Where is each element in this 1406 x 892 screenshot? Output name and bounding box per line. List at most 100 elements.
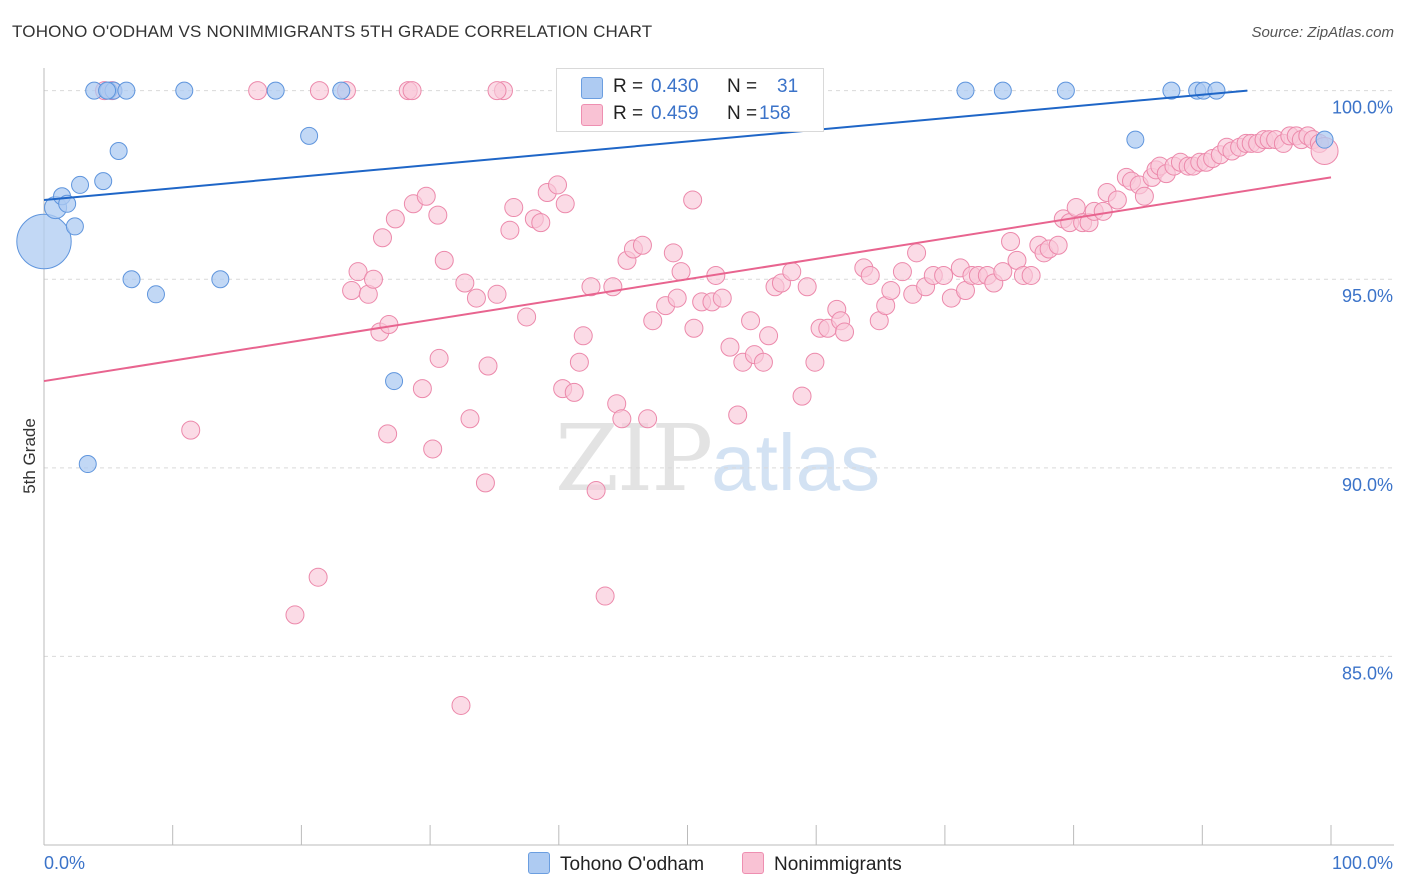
nonimmigrants-point: [181, 420, 201, 440]
legend-n-label: N =: [727, 103, 758, 124]
tohono-point: [1056, 81, 1075, 100]
legend-n-label: N =: [727, 76, 758, 97]
nonimmigrants-point: [881, 281, 901, 301]
nonimmigrants-point: [500, 220, 520, 240]
nonimmigrants-point: [412, 379, 432, 399]
nonimmigrants-point: [892, 262, 912, 282]
axes: [43, 68, 1394, 846]
nonimmigrants-point: [348, 262, 368, 282]
tohono-trend-line: [43, 89, 1248, 202]
nonimmigrants-point: [792, 386, 812, 406]
nonimmigrants-point: [741, 311, 761, 331]
nonimmigrants-point: [603, 277, 623, 297]
y-tick-labels: 100.0% 95.0% 90.0% 85.0%: [1332, 98, 1393, 684]
nonimmigrants-point: [934, 265, 954, 285]
y-tick-label: 85.0%: [1342, 663, 1393, 683]
nonimmigrants-point: [285, 605, 305, 625]
nonimmigrants-point: [753, 352, 773, 372]
nonimmigrants-point: [378, 424, 398, 444]
tohono-point: [65, 217, 84, 236]
nonimmigrants-point: [451, 695, 471, 715]
nonimmigrants-points: [94, 81, 1339, 715]
y-tick-label: 90.0%: [1342, 475, 1393, 495]
tohono-point: [993, 81, 1012, 100]
nonimmigrants-point: [712, 288, 732, 308]
tohono-point: [98, 81, 117, 100]
legend-swatch-tohono: [581, 77, 603, 99]
tohono-point: [94, 172, 113, 191]
stats-legend: R = 0.430 N = 31 R = 0.459 N = 158: [556, 68, 824, 132]
legend-r-label: R =: [613, 103, 644, 124]
nonimmigrants-point: [663, 243, 683, 263]
nonimmigrants-point: [612, 409, 632, 429]
legend-r-value: 0.459: [651, 103, 699, 124]
legend-item-tohono[interactable]: Tohono O'odham: [528, 852, 704, 876]
tohono-point: [71, 175, 90, 194]
tohono-point: [1126, 130, 1145, 149]
x-tick-label: 0.0%: [44, 853, 85, 873]
nonimmigrants-point: [759, 326, 779, 346]
nonimmigrants-point: [416, 186, 436, 206]
tohono-point: [1162, 81, 1181, 100]
tohono-point: [16, 213, 72, 270]
tohono-point: [78, 455, 97, 474]
legend-n-value: 158: [759, 103, 791, 124]
nonimmigrants-point: [595, 586, 615, 606]
nonimmigrants-point: [632, 235, 652, 255]
legend-item-nonimmigrants[interactable]: Nonimmigrants: [742, 852, 902, 876]
nonimmigrants-point: [363, 269, 383, 289]
trend-lines: [43, 89, 1332, 383]
nonimmigrants-point: [385, 209, 405, 229]
nonimmigrants-point: [555, 194, 575, 214]
nonimmigrants-point: [1048, 235, 1068, 255]
nonimmigrants-point: [504, 198, 524, 218]
tohono-point: [175, 81, 194, 100]
nonimmigrants-point: [860, 265, 880, 285]
legend-label-nonimmigrants: Nonimmigrants: [774, 854, 902, 875]
nonimmigrants-point: [372, 228, 392, 248]
nonimmigrants-point: [478, 356, 498, 376]
nonimmigrants-point: [720, 337, 740, 357]
source-label: Source: ZipAtlas.com: [1251, 24, 1394, 41]
nonimmigrants-point: [423, 439, 443, 459]
nonimmigrants-point: [434, 250, 454, 270]
nonimmigrants-point: [455, 273, 475, 293]
watermark-zip: ZIP: [555, 405, 713, 512]
nonimmigrants-point: [581, 277, 601, 297]
nonimmigrants-point: [684, 318, 704, 338]
nonimmigrants-point: [569, 352, 589, 372]
nonimmigrants-point: [460, 409, 480, 429]
nonimmigrants-point: [1134, 186, 1154, 206]
legend-swatch-tohono: [528, 852, 550, 874]
tohono-point: [266, 81, 285, 100]
nonimmigrants-point: [993, 262, 1013, 282]
nonimmigrants-point: [573, 326, 593, 346]
nonimmigrants-point: [782, 262, 802, 282]
watermark-atlas: atlas: [711, 418, 881, 507]
nonimmigrants-point: [835, 322, 855, 342]
nonimmigrants-point: [309, 81, 329, 101]
nonimmigrants-point: [531, 213, 551, 233]
tohono-point: [1315, 130, 1334, 149]
nonimmigrants-point: [428, 205, 448, 225]
tohono-point: [58, 194, 77, 213]
nonimmigrants-point: [643, 311, 663, 331]
tohono-point: [109, 141, 128, 160]
tohono-point: [117, 81, 136, 100]
tohono-point: [332, 81, 351, 100]
nonimmigrants-point: [487, 284, 507, 304]
nonimmigrants-point: [638, 409, 658, 429]
tohono-point: [300, 126, 319, 145]
watermark: ZIPatlas: [555, 405, 880, 512]
tohono-point: [385, 372, 404, 391]
nonimmigrants-point: [805, 352, 825, 372]
tohono-point: [1207, 81, 1226, 100]
legend-r-label: R =: [613, 76, 644, 97]
legend-swatch-nonimmigrants: [581, 104, 603, 126]
x-tick-labels: 0.0% 100.0%: [44, 853, 1393, 873]
tohono-point: [956, 81, 975, 100]
nonimmigrants-point: [1001, 232, 1021, 252]
nonimmigrants-point: [564, 382, 584, 402]
nonimmigrants-point: [1021, 265, 1041, 285]
